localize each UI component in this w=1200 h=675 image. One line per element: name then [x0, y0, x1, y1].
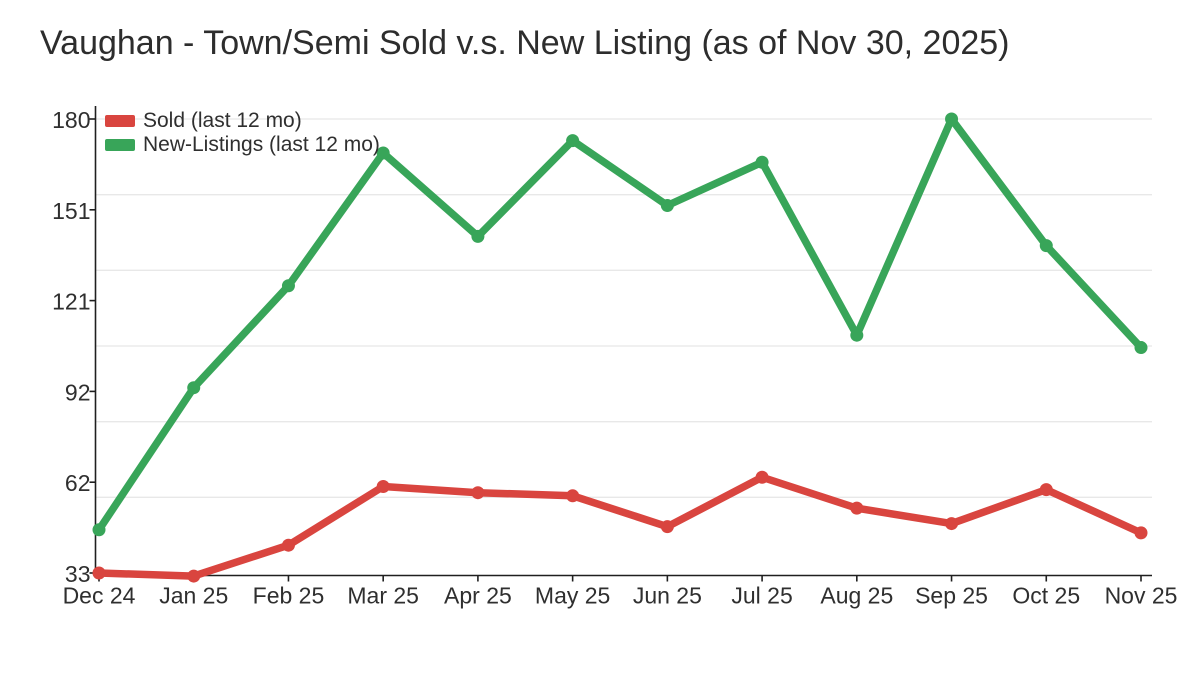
- x-tick-label: Feb 25: [253, 582, 325, 608]
- data-point-new-listings-last-12-mo: [660, 198, 674, 212]
- data-point-new-listings-last-12-mo: [1039, 239, 1053, 253]
- y-gridlines: [95, 118, 1152, 498]
- data-point-new-listings-last-12-mo: [471, 229, 485, 243]
- y-tick-label: 151: [52, 198, 90, 224]
- data-point-sold-last-12-mo: [1134, 526, 1148, 540]
- x-tick-label: Sep 25: [915, 582, 988, 608]
- new-listings-legend-label: New-Listings (last 12 mo): [143, 133, 380, 156]
- data-point-new-listings-last-12-mo: [376, 146, 390, 160]
- chart-title: Vaughan - Town/Semi Sold v.s. New Listin…: [40, 24, 1010, 62]
- sold-legend-label: Sold (last 12 mo): [143, 109, 302, 132]
- x-axis-ticks: Dec 24 Jan 25 Feb 25 Mar 25 Apr 25 May 25 Jun …: [63, 575, 1178, 608]
- legend-item-sold[interactable]: Sold (last 12 mo): [105, 109, 380, 133]
- series-line-sold-last-12-mo: [95, 473, 1145, 580]
- y-tick-label: 121: [52, 289, 90, 315]
- y-tick-label: 33: [65, 561, 91, 587]
- new-listings-legend-swatch-icon: [105, 139, 135, 151]
- data-point-new-listings-last-12-mo: [187, 381, 201, 395]
- y-tick-label: 62: [65, 470, 91, 496]
- x-tick-label: Mar 25: [347, 582, 419, 608]
- data-point-sold-last-12-mo: [850, 501, 864, 515]
- data-point-new-listings-last-12-mo: [92, 523, 106, 537]
- data-point-sold-last-12-mo: [471, 486, 485, 500]
- x-tick-label: May 25: [535, 582, 610, 608]
- data-point-new-listings-last-12-mo: [1134, 341, 1148, 355]
- y-axis-ticks: 33 62 92 121 151 180: [52, 107, 96, 587]
- sold-legend-swatch-icon: [105, 115, 135, 127]
- data-point-new-listings-last-12-mo: [850, 328, 864, 342]
- x-tick-label: Apr 25: [444, 582, 512, 608]
- x-tick-label: Jun 25: [633, 582, 702, 608]
- data-point-new-listings-last-12-mo: [945, 112, 959, 126]
- series-line-new-listings-last-12-mo: [95, 115, 1145, 534]
- legend-item-new-listings[interactable]: New-Listings (last 12 mo): [105, 133, 380, 157]
- data-point-sold-last-12-mo: [187, 569, 201, 583]
- data-point-sold-last-12-mo: [755, 470, 769, 484]
- data-point-new-listings-last-12-mo: [281, 279, 295, 293]
- data-point-sold-last-12-mo: [281, 538, 295, 552]
- data-point-new-listings-last-12-mo: [755, 155, 769, 169]
- y-tick-label: 180: [52, 107, 90, 133]
- chart-legend: Sold (last 12 mo) New-Listings (last 12 …: [105, 109, 380, 157]
- y-tick-label: 92: [65, 379, 91, 405]
- series-sold-last-12-mo: [92, 470, 1148, 583]
- x-tick-label: Nov 25: [1105, 582, 1178, 608]
- x-tick-label: Dec 24: [63, 582, 136, 608]
- x-tick-label: Jul 25: [731, 582, 792, 608]
- x-tick-label: Jan 25: [159, 582, 228, 608]
- data-point-sold-last-12-mo: [945, 517, 959, 531]
- data-point-sold-last-12-mo: [660, 520, 674, 534]
- data-point-sold-last-12-mo: [92, 566, 106, 580]
- data-point-sold-last-12-mo: [1039, 483, 1053, 497]
- x-tick-label: Aug 25: [820, 582, 893, 608]
- data-point-sold-last-12-mo: [376, 480, 390, 494]
- data-point-new-listings-last-12-mo: [566, 134, 580, 148]
- series-new-listings-last-12-mo: [92, 112, 1148, 537]
- data-point-sold-last-12-mo: [566, 489, 580, 503]
- x-tick-label: Oct 25: [1012, 582, 1080, 608]
